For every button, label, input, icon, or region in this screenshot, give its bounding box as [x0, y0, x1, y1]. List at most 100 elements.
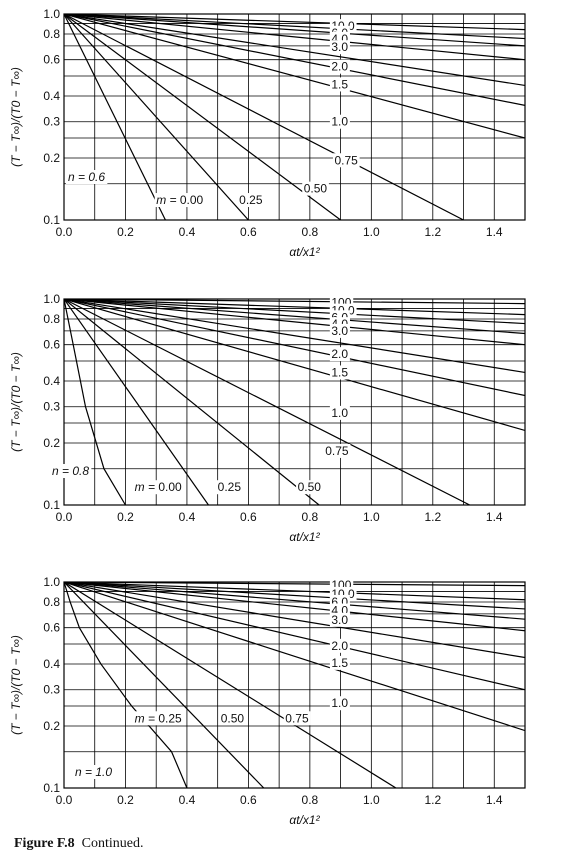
y-tick-label: 0.8 [43, 27, 60, 41]
figure-number: Figure F.8 [14, 836, 75, 851]
curve-label-bg [329, 77, 350, 92]
curve-m-0.75 [64, 582, 397, 788]
y-tick-label: 0.1 [43, 213, 60, 227]
y-tick-label: 0.2 [43, 151, 60, 165]
curve-m-2.0 [64, 299, 525, 374]
curve-label-1.5: 1.5 [331, 365, 348, 379]
x-tick-label: 1.4 [486, 793, 503, 807]
curve-label-1.0: 1.0 [331, 115, 348, 129]
curve-group [64, 299, 525, 505]
curve-m-4.0 [64, 14, 525, 47]
curve-label-0.75: 0.75 [325, 444, 349, 458]
curve-label-bg [219, 711, 246, 726]
curve-label-bg [329, 365, 350, 380]
curve-m-1.5 [64, 582, 525, 691]
n-parameter-label: n = 1.0 [75, 765, 112, 779]
curve-m-10.0 [64, 299, 525, 316]
x-tick-label: 0.2 [117, 225, 134, 239]
curve-label-bg [329, 405, 350, 420]
curve-m-2.0 [64, 14, 525, 87]
curve-m-0.75 [64, 299, 470, 505]
y-axis-label: (T − T∞)/(T0 − T∞) [9, 67, 23, 167]
figure-caption: Figure F.8 Continued. [14, 836, 144, 852]
x-tick-label: 0.6 [240, 793, 257, 807]
curve-label-0.25: m = 0.25 [135, 711, 182, 725]
curve-m-0.25 [64, 299, 209, 505]
x-tick-label: 0.4 [179, 510, 196, 524]
curve-label-bg [329, 655, 350, 670]
curve-m-3.0 [64, 14, 525, 61]
x-tick-label: 0.8 [302, 510, 319, 524]
y-tick-label: 0.4 [43, 89, 60, 103]
curve-label-bg [329, 696, 350, 711]
curve-label-bg [329, 114, 350, 129]
n-parameter-label: n = 0.8 [52, 464, 89, 478]
curve-label-bg [329, 59, 350, 74]
curve-label-0.25: 0.25 [239, 193, 263, 207]
x-tick-label: 0.6 [240, 510, 257, 524]
curve-group [64, 582, 525, 788]
x-tick-label: 0.2 [117, 510, 134, 524]
y-axis-label: (T − T∞)/(T0 − T∞) [9, 352, 23, 452]
x-tick-label: 0.6 [240, 225, 257, 239]
x-tick-label: 1.4 [486, 510, 503, 524]
curve-m-10.0 [64, 14, 525, 31]
y-tick-label: 0.2 [43, 719, 60, 733]
y-tick-label: 1.0 [43, 292, 60, 306]
curve-label-3.0: 3.0 [331, 40, 348, 54]
curve-label-bg [329, 347, 350, 362]
curve-label-0.50: 0.50 [221, 711, 245, 725]
y-tick-label: 0.3 [43, 683, 60, 697]
x-tick-label: 0.8 [302, 225, 319, 239]
curve-m-0.50 [64, 14, 341, 220]
x-tick-label: 0.4 [179, 793, 196, 807]
curve-m-0.50 [64, 299, 320, 505]
curve-m-4.0 [64, 299, 525, 335]
x-tick-label: 1.0 [363, 793, 380, 807]
curve-m-6.0 [64, 14, 525, 40]
y-tick-label: 0.4 [43, 657, 60, 671]
curve-m-3.0 [64, 582, 525, 632]
caption-text: Continued. [81, 836, 144, 851]
curve-label-1.0: 1.0 [331, 406, 348, 420]
curve-label-bg [302, 181, 329, 196]
curve-label-bg [154, 193, 206, 208]
curve-m-0.25 [64, 582, 188, 788]
x-tick-label: 0.2 [117, 793, 134, 807]
curve-m-4.0 [64, 582, 525, 620]
curve-label-0.25: 0.25 [218, 480, 242, 494]
y-tick-label: 0.1 [43, 781, 60, 795]
y-tick-label: 0.3 [43, 400, 60, 414]
n-label-bg [66, 170, 108, 184]
curve-group [64, 14, 525, 220]
curve-label-1.5: 1.5 [331, 656, 348, 670]
curve-label-2.0: 2.0 [331, 347, 348, 361]
y-tick-label: 0.2 [43, 436, 60, 450]
curve-m-2.0 [64, 582, 525, 659]
curve-label-bg [332, 153, 360, 168]
curve-m-0.50 [64, 582, 265, 788]
curve-m-1.0 [64, 582, 525, 732]
curve-label-2.0: 2.0 [331, 60, 348, 74]
y-tick-label: 0.6 [43, 621, 60, 635]
curve-m-1.0 [64, 14, 525, 139]
y-axis-label: (T − T∞)/(T0 − T∞) [9, 635, 23, 735]
curve-label-bg [329, 40, 350, 55]
curve-m-0.00 [64, 14, 166, 220]
m-label-prefix: m = [135, 711, 159, 725]
curve-label-bg [216, 480, 243, 495]
x-tick-label: 0.0 [56, 793, 73, 807]
y-tick-label: 0.6 [43, 338, 60, 352]
curve-label-1.0: 1.0 [331, 696, 348, 710]
curve-m-6.0 [64, 582, 525, 610]
curve-label-bg [296, 480, 323, 495]
curve-label-0.00: m = 0.00 [156, 193, 203, 207]
curve-label-bg [329, 638, 350, 653]
x-tick-label: 0.4 [179, 225, 196, 239]
plot-frame [63, 581, 526, 789]
y-tick-label: 1.0 [43, 7, 60, 21]
x-axis-label: αt/x1² [289, 813, 320, 827]
